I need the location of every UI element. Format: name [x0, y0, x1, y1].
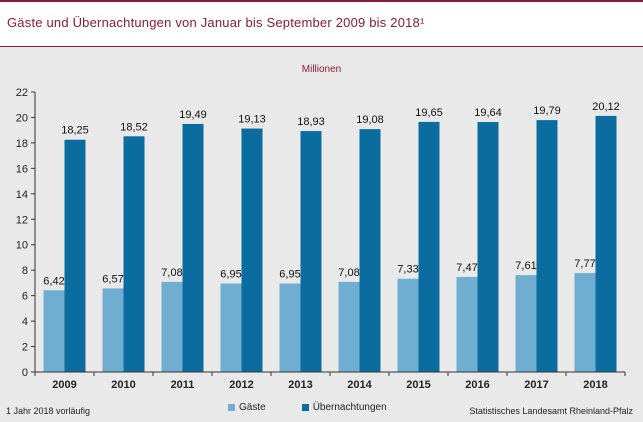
bar-uebernachtungen: [182, 123, 204, 372]
data-label: 6,95: [279, 269, 300, 281]
y-tick-label: 4: [22, 316, 28, 328]
y-tick-label: 8: [22, 265, 28, 277]
y-tick-label: 20: [16, 112, 28, 124]
unit-label: Millionen: [301, 64, 342, 75]
bar-uebernachtungen: [64, 139, 86, 372]
data-label: 19,79: [533, 105, 561, 117]
legend-item-gaeste: Gäste: [228, 402, 266, 413]
y-tick-label: 16: [16, 163, 28, 175]
bar-uebernachtungen: [536, 120, 558, 372]
data-label: 20,12: [592, 101, 620, 113]
legend-label-gaeste: Gäste: [239, 402, 266, 413]
data-label: 18,93: [297, 116, 325, 128]
legend-swatch-uebernachtungen: [301, 404, 309, 411]
chart-title: Gäste und Übernachtungen von Januar bis …: [7, 15, 425, 30]
y-tick-label: 0: [22, 367, 28, 379]
bar-uebernachtungen: [123, 136, 145, 372]
data-label: 7,08: [161, 267, 182, 279]
bar-gaeste: [338, 281, 360, 372]
legend-label-uebernachtungen: Übernachtungen: [312, 402, 387, 413]
bar-uebernachtungen: [359, 129, 381, 372]
data-label: 6,42: [43, 275, 64, 287]
x-tick-label: 2013: [288, 379, 312, 391]
bar-uebernachtungen: [241, 128, 263, 372]
bar-uebernachtungen: [477, 122, 499, 372]
bar-gaeste: [161, 281, 183, 372]
data-label: 19,13: [238, 114, 266, 126]
bar-uebernachtungen: [300, 131, 322, 372]
data-label: 6,57: [102, 273, 123, 285]
data-label: 19,65: [415, 107, 443, 119]
bar-uebernachtungen: [595, 115, 617, 372]
data-label: 7,61: [515, 260, 536, 272]
legend-item-uebernachtungen: Übernachtungen: [301, 402, 387, 413]
data-label: 19,08: [356, 114, 384, 126]
source-note: Statistisches Landesamt Rheinland-Pfalz: [469, 406, 633, 416]
bar-uebernachtungen: [418, 121, 440, 372]
data-label: 18,25: [61, 125, 89, 137]
data-label: 18,52: [120, 121, 148, 133]
x-tick-label: 2018: [583, 379, 607, 391]
x-tick-label: 2012: [229, 379, 253, 391]
y-tick-label: 2: [22, 342, 28, 354]
data-label: 7,77: [574, 258, 595, 270]
legend: Gäste Übernachtungen: [228, 402, 417, 413]
bar-gaeste: [456, 276, 478, 372]
y-tick-label: 6: [22, 291, 28, 303]
bar-gaeste: [397, 278, 419, 372]
title-rule: [0, 46, 643, 47]
data-label: 7,33: [397, 264, 418, 276]
data-label: 6,95: [220, 269, 241, 281]
bar-gaeste: [220, 283, 242, 372]
y-tick-label: 10: [16, 240, 28, 252]
x-axis: 2009 2010 2011 2012 2013 2014 2015 2016 2017 2018: [34, 371, 626, 391]
y-axis: 0 2 4 6 8 10 12 14 16 18 20 22: [16, 87, 36, 379]
y-tick-label: 14: [16, 189, 28, 201]
x-tick-label: 2016: [465, 379, 489, 391]
bar-gaeste: [515, 275, 537, 372]
y-tick-label: 22: [16, 87, 28, 99]
bar-gaeste: [279, 283, 301, 372]
bar-gaeste: [102, 288, 124, 372]
y-tick-label: 12: [16, 214, 28, 226]
x-tick-label: 2010: [111, 379, 135, 391]
x-tick-label: 2017: [524, 379, 548, 391]
data-label: 7,47: [456, 262, 477, 274]
x-tick-label: 2011: [171, 379, 195, 391]
footnote: 1 Jahr 2018 vorläufig: [6, 406, 91, 416]
bar-gaeste: [574, 273, 596, 372]
data-label: 19,49: [179, 109, 207, 121]
data-label: 19,64: [474, 107, 502, 119]
bar-gaeste: [43, 290, 65, 372]
bars: 6,42 18,25 6,57 18,52 7,08 19,49 6,95 19,13 6,95…: [43, 101, 620, 372]
top-rule: [0, 0, 643, 2]
data-label: 7,08: [338, 267, 359, 279]
y-tick-label: 18: [16, 138, 28, 150]
x-tick-label: 2014: [347, 379, 372, 391]
x-tick-label: 2009: [52, 379, 76, 391]
legend-swatch-gaeste: [228, 404, 235, 411]
x-tick-label: 2015: [406, 379, 430, 391]
